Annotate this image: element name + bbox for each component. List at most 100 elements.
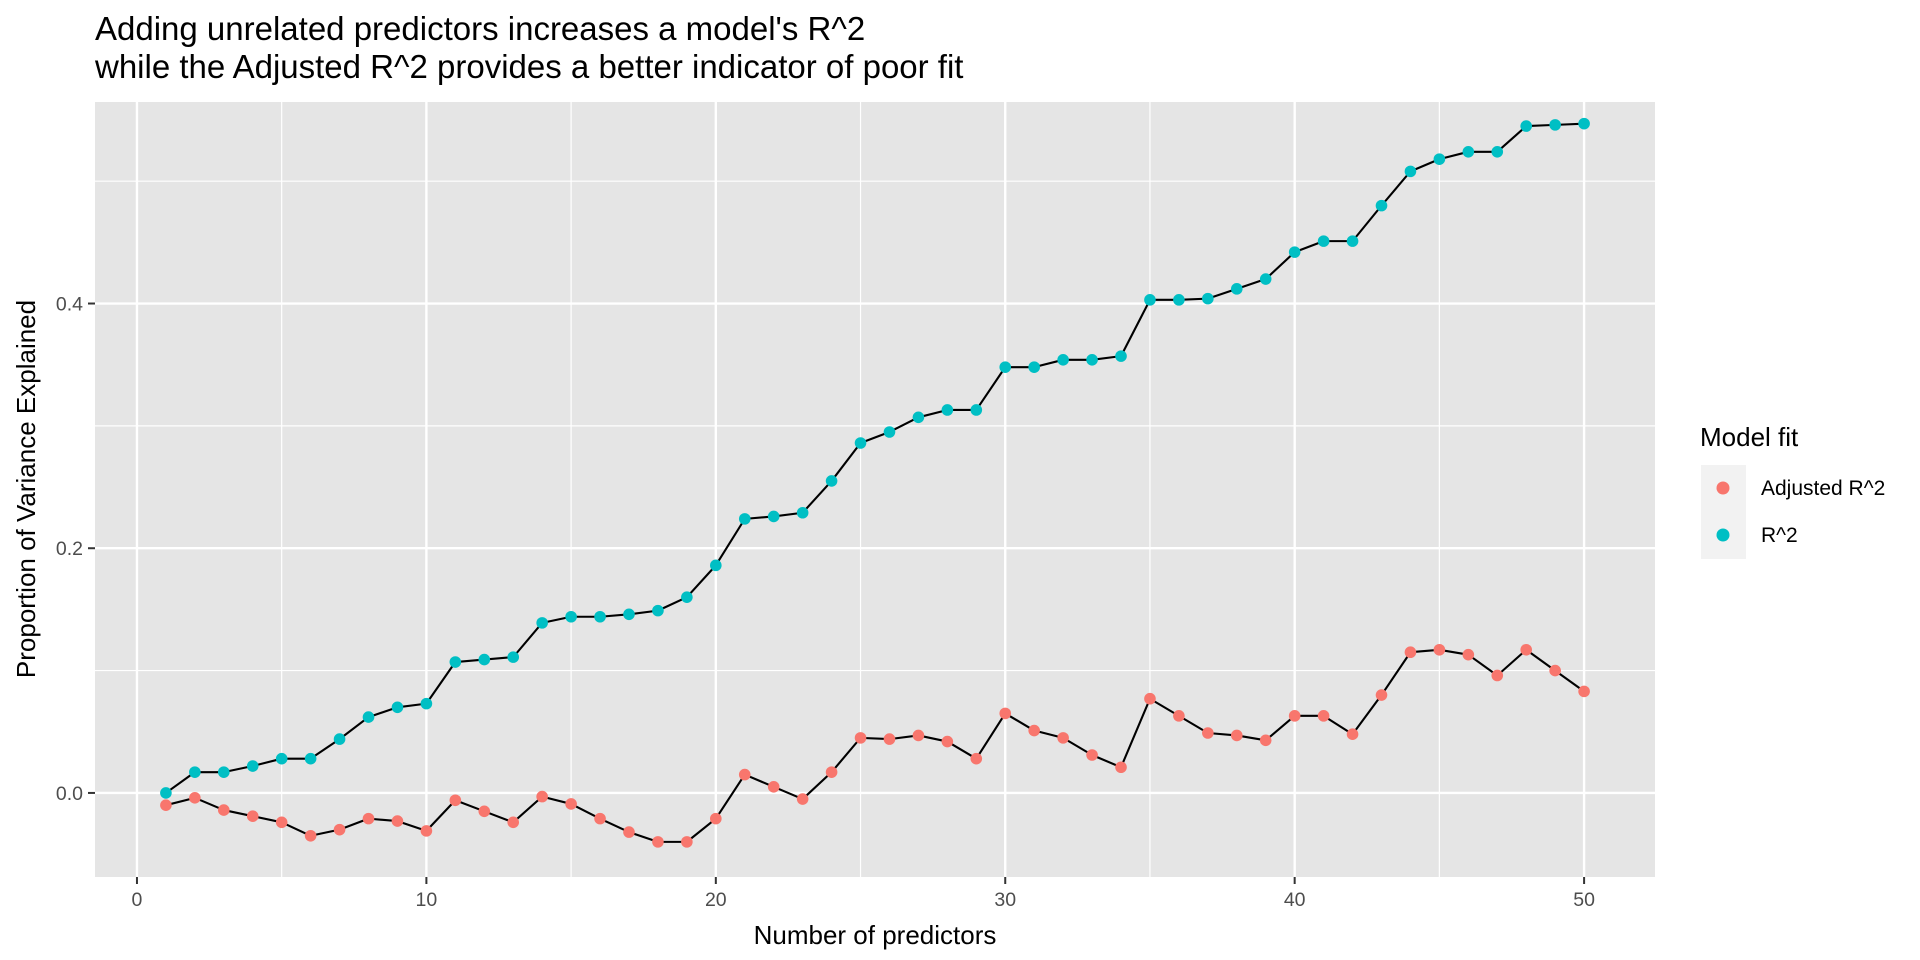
- data-point: [275, 816, 288, 829]
- data-point: [449, 656, 462, 668]
- data-point: [362, 711, 375, 723]
- data-point: [767, 781, 780, 793]
- data-point: [1259, 273, 1272, 285]
- data-point: [1028, 361, 1040, 373]
- data-point: [1491, 145, 1504, 158]
- data-point: [912, 729, 925, 742]
- data-point: [189, 792, 201, 804]
- data-point: [1404, 646, 1417, 659]
- data-point: [391, 815, 404, 827]
- data-point: [1578, 685, 1590, 698]
- x-tick-label: 0: [132, 889, 143, 911]
- data-point: [391, 701, 404, 714]
- data-point: [1549, 664, 1561, 677]
- data-point: [189, 766, 201, 778]
- data-point: [796, 506, 809, 519]
- grid: [95, 102, 1655, 877]
- data-point: [478, 653, 491, 666]
- data-point: [1057, 354, 1069, 366]
- data-point: [304, 752, 317, 765]
- data-point: [1375, 689, 1388, 701]
- data-point: [1028, 724, 1040, 737]
- y-tick-label: 0.0: [56, 783, 83, 805]
- legend-key-marker: [1716, 481, 1730, 495]
- data-point: [1346, 728, 1359, 741]
- data-point: [217, 804, 230, 816]
- data-point: [652, 836, 664, 848]
- data-point: [1144, 692, 1156, 705]
- data-point: [1346, 235, 1359, 247]
- data-point: [681, 591, 693, 603]
- data-point: [1317, 710, 1330, 722]
- legend-key-background: [1701, 465, 1746, 559]
- data-point: [1404, 165, 1417, 178]
- data-point: [623, 608, 635, 621]
- data-point: [1375, 199, 1388, 212]
- x-axis-title: Number of predictors: [754, 920, 997, 950]
- data-point: [449, 794, 462, 807]
- data-point: [1086, 354, 1098, 366]
- data-point: [1288, 710, 1301, 722]
- data-point: [565, 798, 577, 810]
- data-point: [738, 768, 751, 781]
- data-point: [507, 816, 520, 829]
- data-point: [304, 829, 317, 842]
- data-point: [681, 836, 693, 848]
- data-point: [507, 651, 520, 663]
- data-point: [1230, 729, 1243, 742]
- data-point: [1144, 294, 1156, 306]
- data-point: [1173, 294, 1185, 306]
- data-point: [912, 411, 925, 424]
- data-point: [1578, 117, 1590, 130]
- data-point: [1433, 643, 1446, 656]
- plot-panel: [95, 102, 1655, 877]
- data-point: [217, 766, 230, 778]
- data-point: [275, 752, 288, 765]
- data-point: [825, 766, 838, 778]
- data-point: [854, 437, 867, 449]
- data-point: [594, 610, 606, 623]
- legend-label: Adjusted R^2: [1761, 477, 1885, 500]
- data-point: [1173, 710, 1185, 722]
- data-point: [362, 812, 375, 825]
- data-point: [246, 810, 259, 822]
- data-point: [999, 361, 1012, 373]
- y-axis-title: Proportion of Variance Explained: [11, 300, 41, 678]
- data-point: [825, 475, 838, 487]
- data-point: [536, 617, 548, 629]
- x-tick-label: 20: [705, 889, 727, 911]
- axes: 0 10 20 30 40 50 0.0 0.2 0.4: [56, 294, 1595, 911]
- data-point: [1202, 727, 1214, 739]
- data-point: [420, 697, 433, 710]
- data-point: [1115, 350, 1127, 362]
- legend: Model fit Adjusted R^2 R^2: [1700, 422, 1885, 559]
- data-point: [565, 610, 577, 623]
- x-tick-label: 50: [1573, 889, 1595, 911]
- data-point: [738, 513, 751, 525]
- data-point: [883, 733, 896, 745]
- data-point: [796, 793, 809, 805]
- data-point: [1230, 283, 1243, 295]
- data-point: [246, 760, 259, 772]
- data-point: [333, 733, 346, 745]
- chart-title-line-2: while the Adjusted R^2 provides a better…: [94, 48, 963, 85]
- data-point: [623, 826, 635, 838]
- data-point: [710, 812, 722, 825]
- y-tick-label: 0.4: [56, 294, 83, 316]
- data-point: [1491, 669, 1504, 682]
- data-point: [1057, 732, 1069, 744]
- data-point: [1086, 749, 1098, 761]
- data-point: [160, 799, 172, 811]
- legend-key-marker: [1716, 528, 1730, 542]
- data-point: [1520, 643, 1533, 656]
- data-point: [478, 805, 491, 818]
- data-point: [1288, 246, 1301, 258]
- x-tick-label: 10: [416, 889, 438, 911]
- data-point: [1202, 292, 1214, 305]
- data-point: [1433, 153, 1446, 165]
- data-point: [941, 735, 954, 748]
- y-tick-label: 0.2: [56, 538, 83, 560]
- data-point: [941, 404, 954, 416]
- data-point: [1115, 761, 1127, 774]
